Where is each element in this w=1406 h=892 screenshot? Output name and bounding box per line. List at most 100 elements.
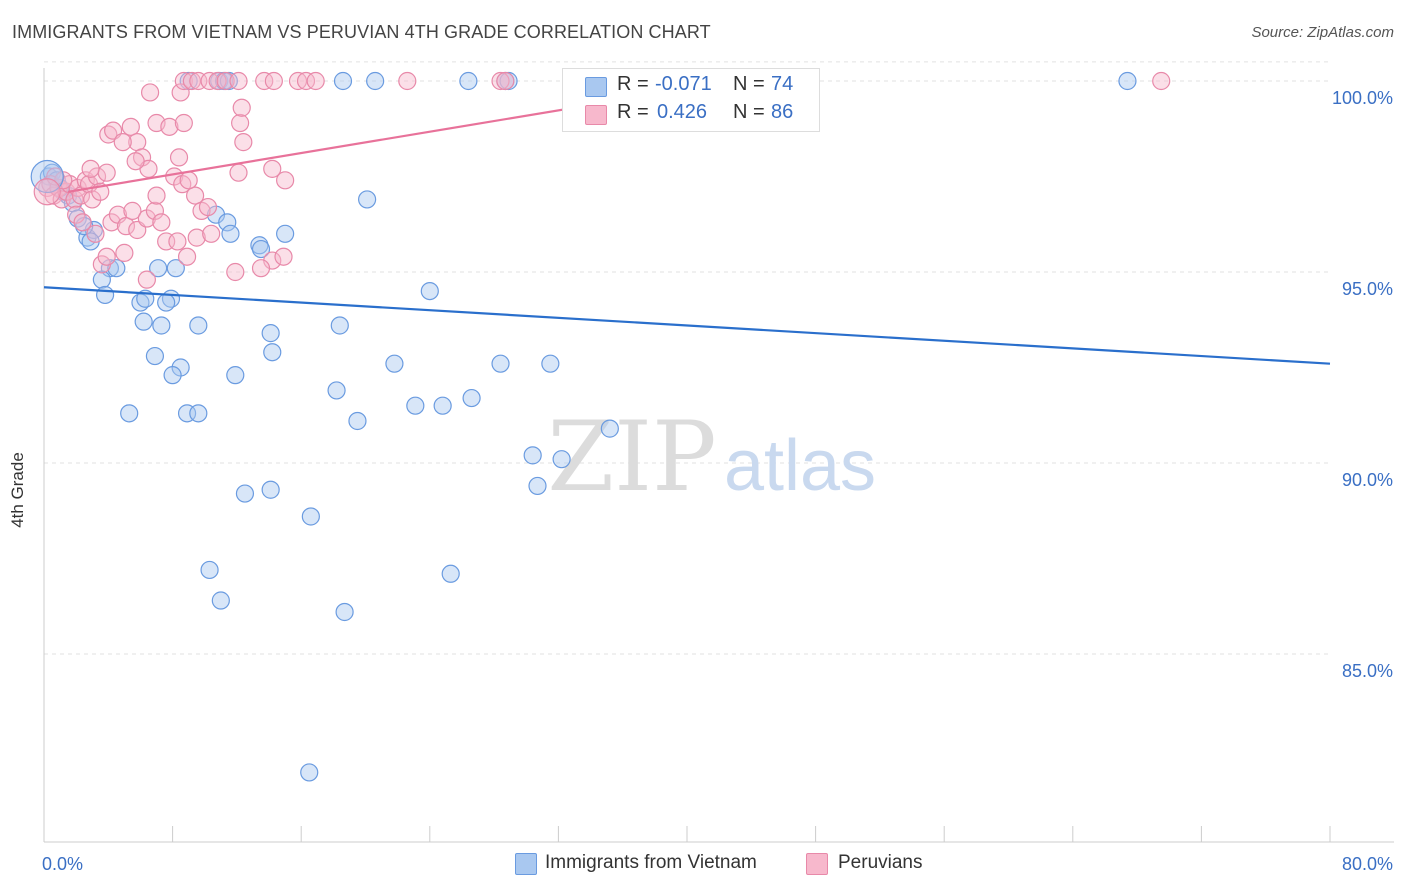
point-vietnam	[523, 446, 542, 465]
point-peruvian	[182, 71, 201, 91]
point-vietnam	[385, 354, 404, 373]
point-vietnam	[166, 259, 185, 278]
legend-swatch-vietnam	[515, 853, 537, 875]
point-vietnam	[152, 316, 171, 335]
point-vietnam	[92, 270, 111, 289]
point-peruvian	[276, 171, 295, 190]
point-vietnam	[528, 476, 547, 496]
point-peruvian	[121, 117, 140, 136]
y-tick-label: 90.0%	[1342, 470, 1393, 490]
point-vietnam	[251, 239, 271, 259]
point-vietnam	[226, 366, 245, 385]
point-vietnam	[300, 763, 319, 782]
watermark: ZIP atlas	[547, 401, 876, 513]
point-vietnam	[200, 560, 219, 580]
point-peruvian	[160, 117, 179, 136]
point-peruvian	[97, 163, 116, 182]
point-peruvian	[229, 163, 248, 182]
stats-n-label: N =	[733, 101, 765, 123]
point-vietnam	[358, 190, 377, 209]
point-peruvian	[152, 213, 171, 232]
point-peruvian	[87, 167, 107, 186]
point-vietnam	[261, 324, 280, 343]
x-tick-label: 80.0%	[1342, 854, 1393, 874]
point-peruvian	[306, 71, 325, 91]
point-peruvian	[140, 83, 160, 102]
point-peruvian	[169, 148, 189, 167]
trendline-vietnam	[43, 286, 1331, 365]
point-peruvian	[251, 259, 271, 278]
chart-source: Source: ZipAtlas.com	[1251, 24, 1394, 41]
stats-n-label: N =	[733, 73, 765, 95]
point-vietnam	[301, 507, 320, 526]
point-peruvian	[226, 262, 245, 282]
point-peruvian	[145, 201, 165, 220]
point-vietnam	[263, 343, 282, 362]
point-peruvian	[147, 186, 166, 205]
point-vietnam	[189, 404, 208, 423]
point-peruvian	[137, 270, 156, 289]
stats-row-peruvians: R = 0.426 N = 86	[563, 101, 819, 129]
point-peruvian	[123, 201, 142, 220]
point-peruvian	[231, 113, 250, 133]
point-vietnam	[163, 366, 182, 385]
point-vietnam	[218, 213, 237, 232]
point-peruvian	[179, 171, 198, 190]
point-peruvian	[73, 213, 92, 232]
point-peruvian	[229, 71, 248, 91]
stats-n-value: 86	[771, 101, 794, 123]
x-tick-label: 0.0%	[42, 854, 83, 874]
stats-swatch-peruvians	[585, 105, 607, 125]
point-vietnam	[366, 71, 385, 91]
point-vietnam	[433, 396, 452, 415]
stats-r-label: R =	[617, 73, 649, 95]
point-vietnam	[145, 346, 165, 366]
axis-layer	[43, 68, 1394, 843]
chart-title: IMMIGRANTS FROM VIETNAM VS PERUVIAN 4TH …	[12, 22, 711, 42]
stats-r-value: 0.426	[657, 101, 708, 123]
point-peruvian	[187, 228, 206, 247]
point-peruvian	[491, 71, 510, 91]
point-peruvian	[67, 205, 86, 224]
point-vietnam	[441, 564, 460, 583]
point-peruvian	[86, 224, 105, 243]
point-peruvian	[174, 113, 193, 133]
point-peruvian	[102, 213, 121, 232]
point-vietnam	[276, 224, 295, 243]
legend-item-vietnam[interactable]: Immigrants from Vietnam	[515, 852, 815, 876]
point-vietnam	[330, 316, 349, 335]
stats-n-value: 74	[771, 73, 794, 95]
point-vietnam	[211, 591, 230, 610]
point-peruvian	[232, 98, 251, 117]
point-vietnam	[134, 312, 153, 331]
y-tick-label: 85.0%	[1342, 661, 1393, 681]
legend-item-peruvians[interactable]: Peruvians	[806, 852, 1006, 876]
point-vietnam	[120, 404, 139, 423]
point-vietnam	[348, 411, 367, 431]
point-peruvian	[198, 197, 218, 217]
stats-r-label: R =	[617, 101, 649, 123]
point-vietnam	[261, 480, 280, 499]
point-vietnam	[1118, 71, 1137, 91]
point-peruvian	[264, 71, 283, 91]
point-peruvian	[255, 71, 274, 91]
point-peruvian	[216, 71, 235, 91]
stats-r-value: -0.071	[655, 73, 712, 95]
point-peruvian	[234, 133, 253, 152]
point-peruvian	[296, 71, 316, 91]
point-vietnam	[491, 354, 510, 373]
point-peruvian	[115, 243, 134, 262]
point-vietnam	[157, 293, 176, 312]
point-peruvian	[1152, 71, 1171, 91]
point-vietnam	[189, 316, 208, 335]
point-peruvian	[168, 232, 187, 251]
point-vietnam	[541, 354, 560, 373]
point-peruvian	[97, 247, 116, 266]
y-tick-label: 95.0%	[1342, 279, 1393, 299]
point-vietnam	[462, 388, 481, 408]
point-vietnam	[221, 224, 240, 243]
point-vietnam	[459, 71, 478, 91]
point-peruvian	[177, 247, 197, 266]
tick-label-layer: 100.0% 95.0% 90.0% 85.0% 0.0% 80.0%	[42, 88, 1393, 874]
